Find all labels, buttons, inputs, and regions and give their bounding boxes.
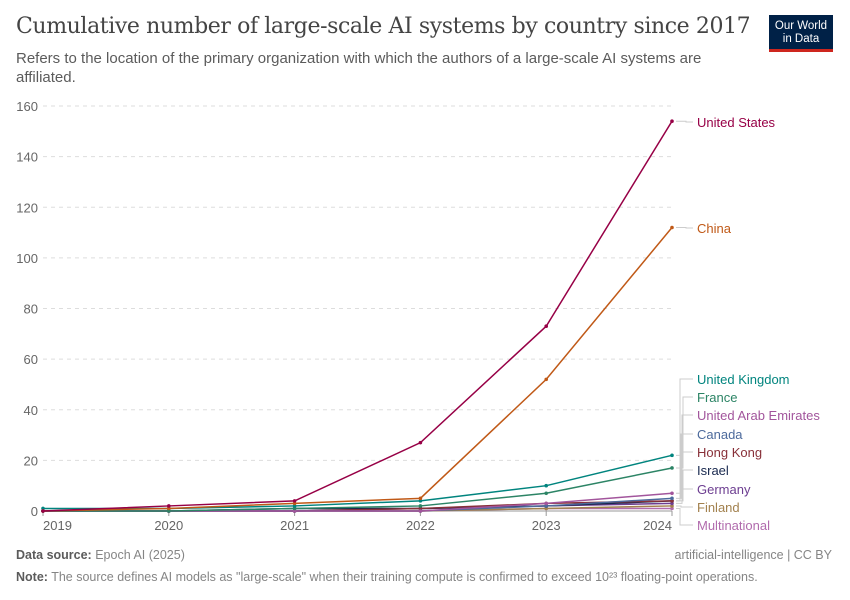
y-tick-label: 120 <box>16 200 38 215</box>
series-line-united-states <box>42 120 673 512</box>
series-line-china <box>42 227 673 512</box>
data-point <box>670 225 674 230</box>
data-point <box>670 466 674 470</box>
data-point <box>418 440 423 445</box>
y-tick-label: 20 <box>24 453 38 468</box>
y-tick-label: 140 <box>16 150 38 165</box>
series-label: United Arab Emirates <box>697 408 820 423</box>
x-tick-label: 2021 <box>280 518 309 533</box>
label-connector <box>676 505 693 508</box>
data-point <box>418 504 423 508</box>
data-point <box>670 119 674 123</box>
data-point <box>418 499 423 503</box>
data-point <box>41 506 45 511</box>
y-tick-label: 160 <box>16 99 38 114</box>
series-label: Israel <box>697 463 729 478</box>
label-connector <box>676 378 693 456</box>
label-connector <box>676 488 693 504</box>
data-point <box>292 509 297 513</box>
data-point <box>167 504 171 508</box>
data-point <box>418 496 423 501</box>
data-point <box>670 496 674 501</box>
data-point <box>167 506 171 511</box>
label-connector <box>676 433 693 499</box>
data-point <box>544 506 548 511</box>
series-label: Germany <box>697 482 751 497</box>
data-point <box>292 504 297 508</box>
x-tick-label: 2019 <box>43 518 72 533</box>
series-label: United Kingdom <box>697 372 790 387</box>
y-tick-label: 60 <box>24 352 38 367</box>
data-point <box>292 506 297 511</box>
series-line-france <box>43 467 673 512</box>
label-connector <box>676 414 693 494</box>
data-point <box>418 509 423 513</box>
note: Note: The source defines AI models as "l… <box>16 570 758 584</box>
series-label: United States <box>697 115 776 130</box>
data-point <box>292 501 297 506</box>
label-connector <box>676 120 693 123</box>
y-tick-label: 80 <box>24 302 38 317</box>
data-point <box>41 509 45 513</box>
data-point <box>418 506 423 511</box>
data-point <box>544 483 548 488</box>
data-point <box>670 499 674 503</box>
series-label: Canada <box>697 427 743 442</box>
data-point <box>292 499 297 503</box>
y-tick-label: 0 <box>31 504 38 519</box>
label-connector <box>676 451 693 502</box>
data-point <box>670 504 674 508</box>
series-label: France <box>697 390 737 405</box>
chart-subtitle: Refers to the location of the primary or… <box>16 50 702 86</box>
data-point <box>167 509 171 513</box>
x-tick-label: 2023 <box>532 518 561 533</box>
data-point <box>544 324 548 329</box>
x-tick-label: 2024 <box>643 518 672 533</box>
series-label: Hong Kong <box>697 445 762 460</box>
x-tick-label: 2022 <box>406 518 435 533</box>
data-point <box>670 506 674 511</box>
series-label: China <box>697 221 732 236</box>
data-point <box>544 501 548 506</box>
label-connector <box>676 227 693 229</box>
data-point <box>670 453 674 458</box>
label-connector <box>676 507 693 526</box>
label-connector <box>676 469 693 502</box>
data-point <box>670 501 674 506</box>
data-point <box>544 504 548 508</box>
label-connector <box>676 396 693 469</box>
y-tick-label: 40 <box>24 403 38 418</box>
x-tick-label: 2020 <box>154 518 183 533</box>
chart-title: Cumulative number of large-scale AI syst… <box>16 14 751 39</box>
data-point <box>670 491 674 496</box>
data-point <box>544 377 548 382</box>
owid-logo[interactable]: Our World in Data <box>769 15 833 52</box>
y-tick-label: 100 <box>16 251 38 266</box>
series-label: Multinational <box>697 518 770 533</box>
data-source: Data source: Epoch AI (2025) <box>16 548 185 562</box>
license[interactable]: artificial-intelligence | CC BY <box>674 548 832 562</box>
data-point <box>544 491 548 496</box>
series-label: Finland <box>697 500 740 515</box>
